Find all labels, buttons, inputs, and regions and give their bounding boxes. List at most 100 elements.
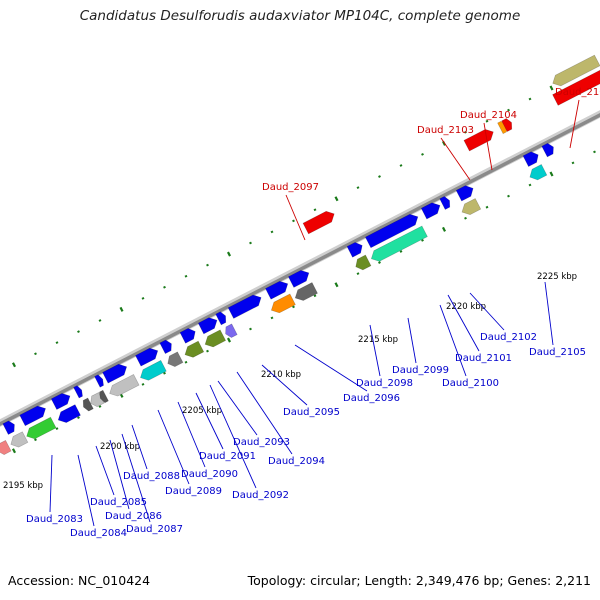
gene-glyph — [455, 185, 474, 202]
scale-label: 2200 kbp — [100, 442, 140, 452]
gene-glyph — [439, 196, 451, 210]
gene-glyph — [140, 360, 167, 381]
gene-label: Daud_2102 — [480, 332, 537, 343]
tick-mark — [441, 226, 447, 232]
tick-mark — [55, 427, 59, 431]
map-title: Candidatus Desulforudis audaxviator MP10… — [79, 8, 521, 24]
tick-mark — [34, 438, 37, 442]
label-leader-line — [236, 371, 293, 455]
gene-glyph — [135, 347, 159, 367]
gene-glyph — [204, 329, 227, 348]
gene-glyph — [287, 270, 310, 288]
tick-mark — [163, 371, 166, 375]
tick-mark — [119, 306, 124, 312]
tick-mark — [163, 285, 166, 289]
tick-mark — [249, 327, 252, 331]
gene-label: Daud_2084 — [70, 528, 127, 539]
label-leader-line — [447, 294, 480, 352]
tick-mark — [292, 305, 295, 309]
tick-mark — [549, 171, 554, 177]
gene-glyph — [99, 389, 109, 404]
tick-mark — [464, 216, 467, 220]
tick-mark — [34, 352, 37, 356]
gene-label: Daud_2097 — [262, 182, 319, 193]
label-leader-line — [109, 439, 130, 510]
gene-glyph — [225, 323, 238, 338]
tick-mark — [593, 150, 596, 154]
gene-glyph — [179, 328, 196, 344]
gene-glyph — [57, 404, 81, 423]
gene-glyph — [50, 393, 71, 410]
scale-label: 2220 kbp — [446, 302, 486, 312]
gene-label: Daud_2093 — [233, 437, 290, 448]
gene-label: Daud_2104 — [460, 110, 517, 121]
gene-glyph — [302, 210, 335, 235]
tick-mark — [141, 296, 145, 300]
gene-label: Daud_2083 — [26, 514, 83, 525]
gene-glyph — [10, 431, 29, 448]
label-leader-line — [217, 380, 258, 436]
backbone-line — [0, 113, 600, 426]
tick-mark — [55, 341, 59, 345]
tick-mark — [528, 97, 532, 101]
gene-glyph — [167, 351, 184, 368]
gene-label: Daud_2091 — [199, 451, 256, 462]
gene-glyph — [109, 374, 140, 397]
gene-label: Daud_2088 — [123, 471, 180, 482]
tick-mark — [421, 153, 424, 156]
label-leader-line — [483, 122, 493, 171]
gene-label: Daud_2085 — [90, 497, 147, 508]
gene-glyph — [461, 198, 482, 215]
tick-mark — [507, 108, 510, 112]
label-leader-line — [209, 384, 257, 489]
gene-label: Daud_2092 — [232, 490, 289, 501]
gene-glyph — [270, 293, 296, 314]
scale-label: 2225 kbp — [537, 272, 577, 282]
label-leader-line — [131, 424, 148, 470]
tick-mark — [141, 382, 145, 386]
gene-label: Daud_2108 — [555, 87, 600, 98]
tick-mark — [378, 175, 381, 178]
gene-glyph — [355, 254, 372, 271]
tick-mark — [356, 272, 360, 276]
label-leader-line — [544, 281, 554, 346]
tick-mark — [184, 274, 188, 278]
gene-label: Daud_2094 — [268, 456, 325, 467]
label-leader-line — [439, 304, 467, 377]
label-leader-line — [469, 292, 505, 331]
gene-glyph — [94, 374, 104, 388]
gene-label: Daud_2089 — [165, 486, 222, 497]
label-leader-line — [49, 454, 53, 513]
gene-label: Daud_2087 — [126, 524, 183, 535]
tick-mark — [206, 263, 209, 267]
tick-mark — [98, 319, 102, 322]
tick-mark — [507, 194, 510, 198]
accession-text: Accession: NC_010424 — [8, 573, 151, 588]
tick-mark — [528, 183, 532, 187]
scale-label: 2210 kbp — [261, 370, 301, 380]
gene-label: Daud_2105 — [529, 347, 586, 358]
tick-mark — [485, 119, 489, 123]
gene-label: Daud_2101 — [455, 353, 512, 364]
label-leader-line — [121, 433, 151, 523]
label-leader-line — [407, 317, 417, 364]
tick-mark — [356, 186, 360, 190]
tick-mark — [334, 196, 339, 202]
gene-glyph — [2, 420, 15, 435]
tick-mark — [226, 337, 232, 343]
tick-mark — [206, 349, 209, 353]
gene-glyph — [26, 416, 57, 440]
tick-mark — [270, 230, 274, 234]
gene-glyph — [346, 242, 363, 258]
gene-glyph — [19, 405, 46, 427]
label-leader-line — [177, 401, 206, 468]
tick-mark — [11, 362, 17, 368]
tick-mark — [249, 241, 252, 245]
label-leader-line — [285, 194, 306, 241]
tick-mark — [421, 239, 424, 242]
gene-label: Daud_2095 — [283, 407, 340, 418]
topology-text: Topology: circular; Length: 2,349,476 bp… — [247, 573, 591, 588]
gene-glyph — [364, 213, 419, 249]
